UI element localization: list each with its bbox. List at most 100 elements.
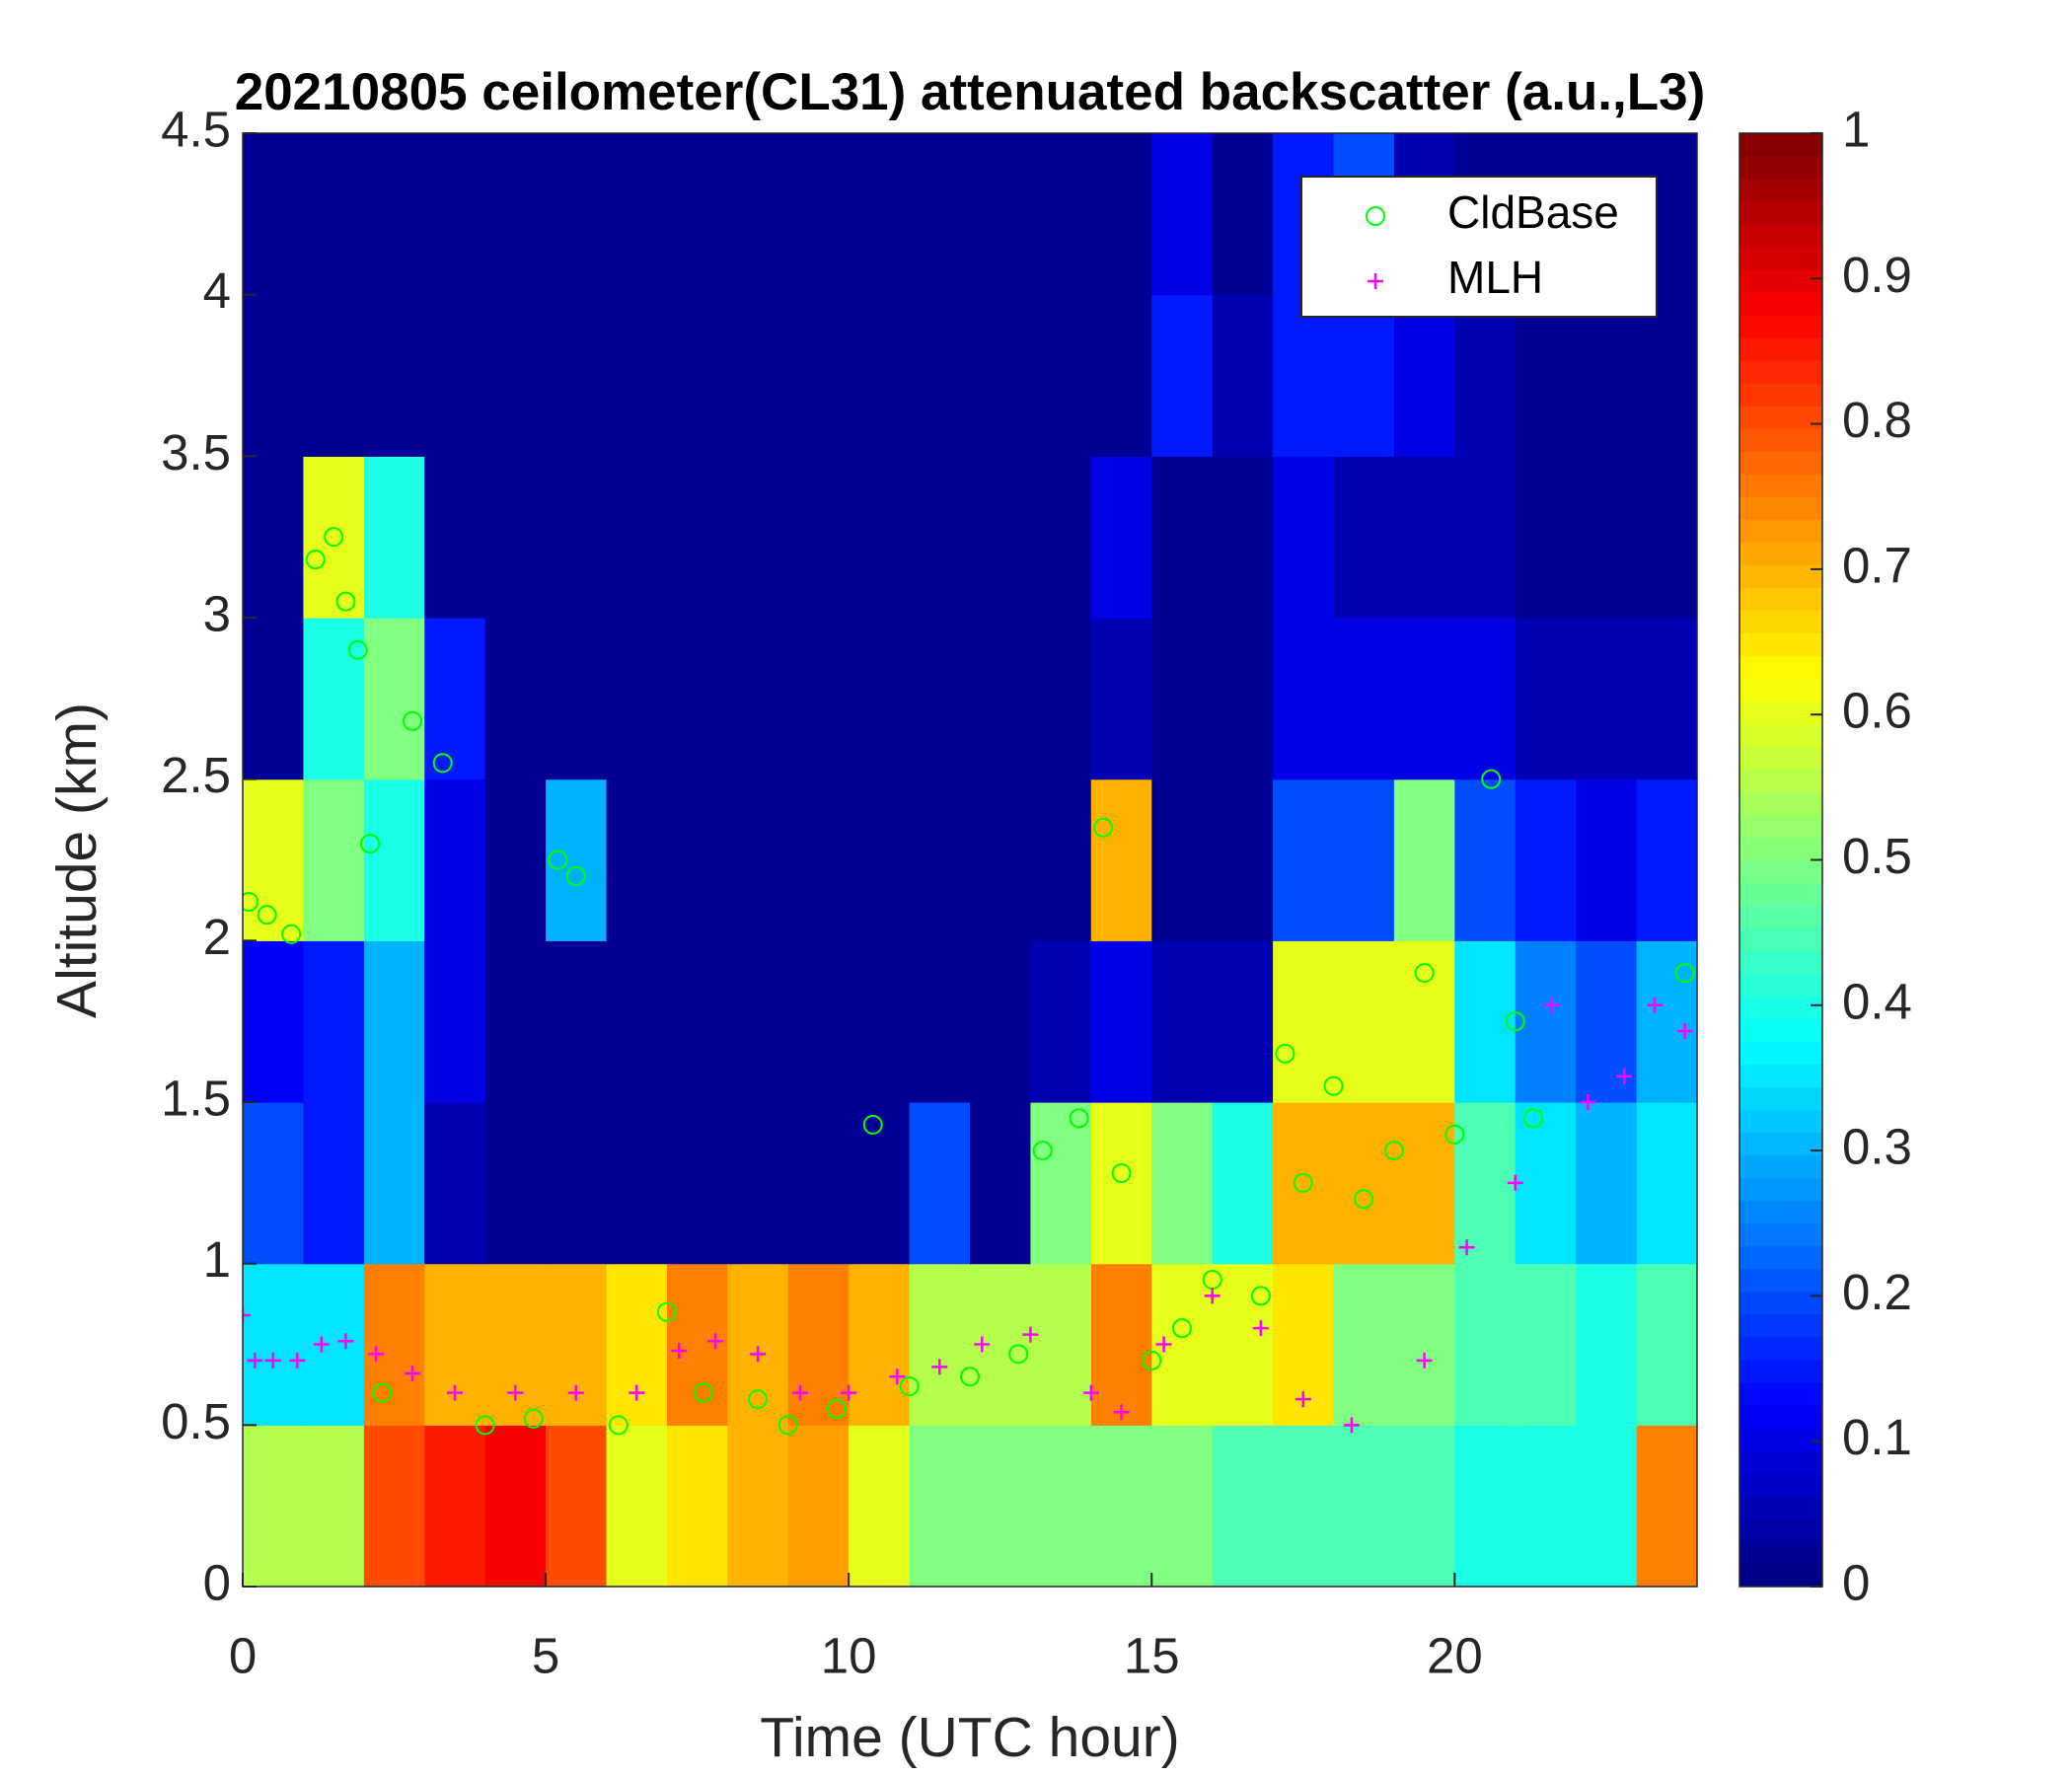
- legend-label: CldBase: [1447, 186, 1619, 238]
- heat-cell: [363, 294, 425, 457]
- x-tick-label: 5: [532, 1627, 559, 1683]
- heat-cell: [1454, 294, 1517, 457]
- colorbar-tick-label: 0.7: [1842, 537, 1912, 593]
- colorbar-step: [1739, 1041, 1822, 1066]
- heat-cell: [970, 1102, 1032, 1265]
- colorbar-step: [1739, 610, 1822, 633]
- x-tick-label: 15: [1124, 1627, 1180, 1683]
- colorbar-step: [1739, 1018, 1822, 1043]
- colorbar-step: [1739, 1540, 1822, 1565]
- cldbase-point: [748, 1389, 769, 1410]
- colorbar-step: [1739, 882, 1822, 907]
- heat-cell: [606, 294, 668, 457]
- heat-cell: [909, 456, 971, 619]
- heat-cell: [1273, 940, 1335, 1103]
- heat-cell: [363, 1102, 425, 1265]
- heat-cell: [546, 940, 608, 1103]
- heat-cell: [849, 133, 911, 296]
- heat-cell: [484, 1102, 547, 1265]
- heat-cell: [1454, 1425, 1517, 1587]
- heat-cell: [606, 618, 668, 780]
- colorbar-step: [1739, 973, 1822, 998]
- mlh-point: [507, 1384, 524, 1401]
- x-tick-label: 0: [229, 1627, 257, 1683]
- colorbar-step: [1739, 1154, 1822, 1179]
- colorbar-tick-label: 0.2: [1842, 1264, 1912, 1320]
- heat-cell: [1454, 1263, 1517, 1426]
- colorbar-tick-label: 0.4: [1842, 973, 1912, 1029]
- colorbar-step: [1739, 1472, 1822, 1497]
- heat-cell: [424, 294, 486, 457]
- heat-cell: [243, 618, 305, 780]
- heat-cell: [1090, 294, 1152, 457]
- y-tick-label: 2: [203, 909, 231, 965]
- heat-cell: [1212, 294, 1274, 457]
- heat-cell: [424, 618, 486, 780]
- heat-cell: [243, 456, 305, 619]
- heat-cell: [849, 1102, 911, 1265]
- colorbar-step: [1739, 1245, 1822, 1270]
- colorbar-step: [1739, 451, 1822, 475]
- cldbase-point: [305, 550, 326, 570]
- colorbar-step: [1739, 1336, 1822, 1361]
- colorbar-tick-label: 0.8: [1842, 392, 1912, 448]
- heat-cell: [1515, 1425, 1577, 1587]
- cldbase-point: [1414, 963, 1435, 984]
- x-tick-label: 20: [1427, 1627, 1483, 1683]
- heat-cell: [1636, 618, 1697, 780]
- mlh-point: [337, 1333, 354, 1350]
- colorbar-step: [1739, 1177, 1822, 1202]
- heat-cell: [303, 1102, 365, 1265]
- mlh-point: [629, 1384, 645, 1401]
- colorbar-step: [1739, 1359, 1822, 1383]
- heat-cell: [909, 778, 971, 941]
- heat-cell: [1576, 294, 1638, 457]
- colorbar-step: [1739, 1109, 1822, 1134]
- heat-cell: [1576, 940, 1638, 1103]
- legend-box: [1300, 176, 1658, 318]
- colorbar-step: [1739, 678, 1822, 702]
- colorbar-step: [1739, 1495, 1822, 1519]
- heat-cell: [243, 940, 305, 1103]
- heat-cell: [666, 940, 728, 1103]
- heat-cell: [909, 1102, 971, 1265]
- heat-cell: [909, 133, 971, 296]
- heat-cell: [303, 294, 365, 457]
- mlh-point: [567, 1384, 584, 1401]
- mlh-point: [1676, 1022, 1693, 1039]
- cldbase-point: [565, 865, 586, 886]
- colorbar-step: [1739, 587, 1822, 611]
- colorbar-step: [1739, 383, 1822, 407]
- heat-cell: [363, 133, 425, 296]
- cldbase-point: [862, 1114, 883, 1135]
- heat-cell: [424, 1102, 486, 1265]
- heat-cell: [1273, 294, 1335, 457]
- heat-cell: [849, 1425, 911, 1587]
- heat-cell: [727, 618, 789, 780]
- colorbar-step: [1739, 428, 1822, 452]
- heat-cell: [1576, 618, 1638, 780]
- mlh-point: [1647, 997, 1664, 1013]
- cldbase-point: [1293, 1172, 1313, 1193]
- cldbase-point: [777, 1415, 798, 1436]
- cldbase-point: [1505, 1011, 1525, 1032]
- colorbar-step: [1739, 655, 1822, 679]
- heat-cell: [1576, 1263, 1638, 1426]
- mlh-point: [1343, 1417, 1360, 1434]
- heat-cell: [606, 778, 668, 941]
- heat-cell: [424, 940, 486, 1103]
- heat-cell: [484, 778, 547, 941]
- y-tick-label: 3.5: [161, 424, 231, 481]
- colorbar-step: [1739, 542, 1822, 565]
- heat-cell: [1273, 618, 1335, 780]
- heat-cell: [1636, 1263, 1697, 1426]
- heat-cell: [363, 1263, 425, 1426]
- colorbar-step: [1739, 1404, 1822, 1429]
- cldbase-point: [1523, 1108, 1544, 1129]
- heat-cell: [1636, 294, 1697, 457]
- heat-cell: [546, 1425, 608, 1587]
- cldbase-point: [432, 753, 453, 774]
- colorbar-step: [1739, 474, 1822, 497]
- mlh-point: [931, 1359, 948, 1375]
- heat-cell: [787, 456, 850, 619]
